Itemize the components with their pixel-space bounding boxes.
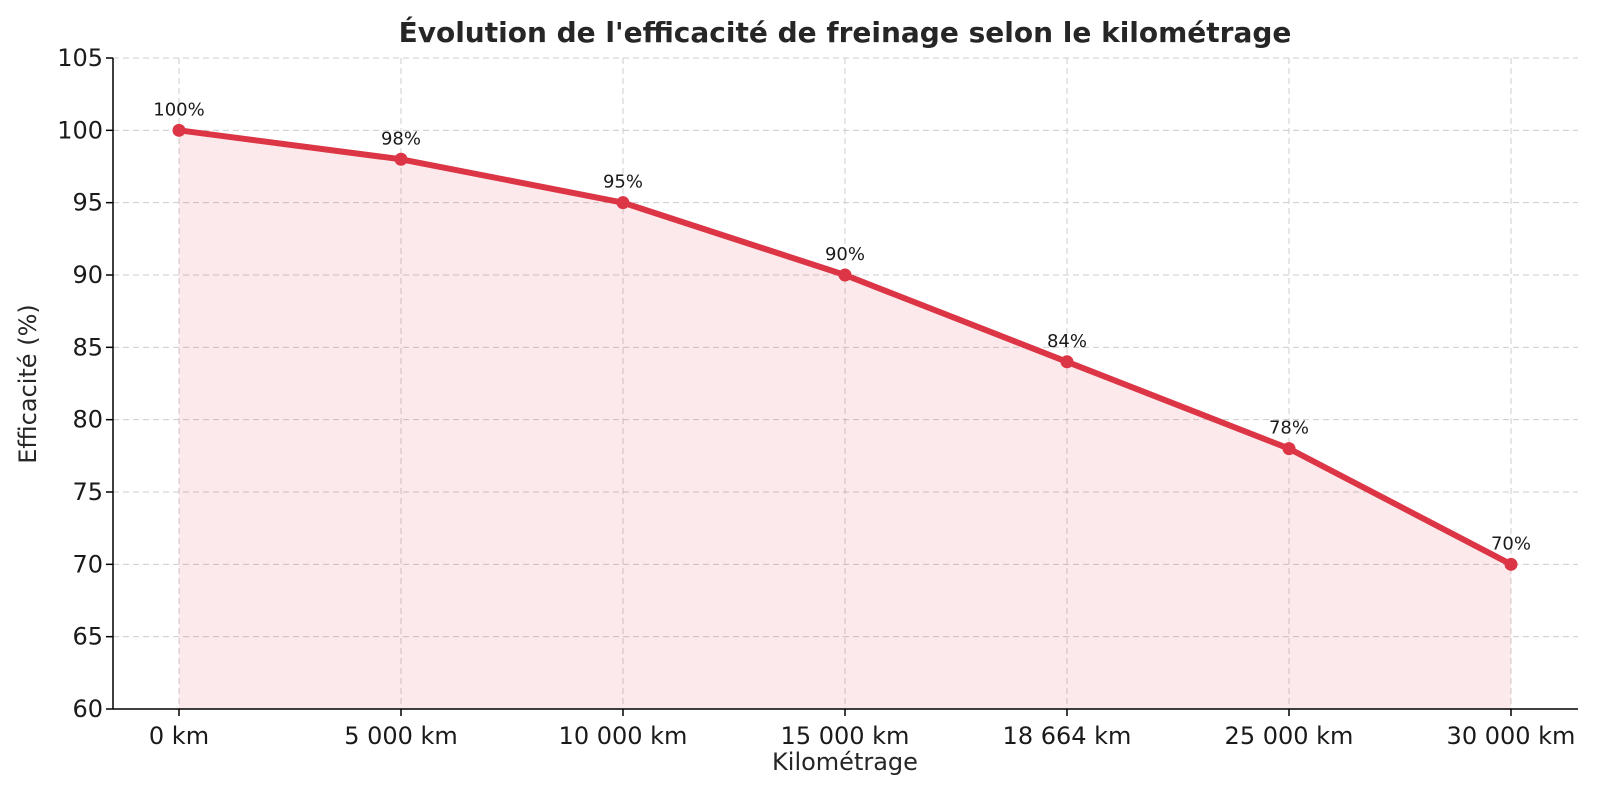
y-tick-label: 95 (72, 189, 103, 217)
data-point (1282, 442, 1296, 456)
x-tick-label: 25 000 km (1225, 722, 1354, 750)
data-point (616, 196, 630, 210)
data-point (172, 123, 186, 137)
series-layer (172, 123, 1518, 571)
data-point (1060, 355, 1074, 369)
x-tick-label: 0 km (149, 722, 209, 750)
data-point (394, 152, 408, 166)
y-tick-label: 75 (72, 478, 103, 506)
data-label: 84% (1047, 331, 1087, 352)
data-label: 78% (1269, 418, 1309, 439)
y-tick-label: 60 (72, 695, 103, 723)
grid (113, 57, 1578, 710)
x-tick-label: 18 664 km (1003, 722, 1132, 750)
x-tick-label: 30 000 km (1447, 722, 1576, 750)
data-label: 70% (1491, 533, 1531, 554)
x-tick-label: 5 000 km (344, 722, 458, 750)
data-point (1504, 557, 1518, 571)
y-tick-label: 90 (72, 261, 103, 289)
y-axis-ticks: 60 65 70 75 80 85 90 95 100 105 (57, 44, 113, 723)
data-point (838, 268, 852, 282)
y-tick-label: 65 (72, 623, 103, 651)
y-axis-label: Efficacité (%) (14, 304, 42, 463)
data-label: 90% (825, 244, 865, 265)
x-tick-label: 10 000 km (559, 722, 688, 750)
x-axis-label: Kilométrage (772, 748, 918, 776)
data-label: 100% (153, 99, 204, 120)
data-label: 95% (603, 172, 643, 193)
y-tick-label: 105 (57, 44, 103, 72)
x-axis-ticks: 0 km 5 000 km 10 000 km 15 000 km 18 664 km 2… (149, 709, 1576, 750)
y-tick-label: 100 (57, 116, 103, 144)
chart-title: Évolution de l'efficacité de freinage se… (399, 15, 1292, 49)
data-labels: 100% 98% 95% 90% 84% 78% 70% (153, 99, 1531, 554)
y-tick-label: 80 (72, 406, 103, 434)
y-tick-label: 70 (72, 550, 103, 578)
area-fill (179, 130, 1511, 710)
data-label: 98% (381, 128, 421, 149)
x-tick-label: 15 000 km (781, 722, 910, 750)
area-layer (179, 130, 1511, 710)
y-tick-label: 85 (72, 333, 103, 361)
